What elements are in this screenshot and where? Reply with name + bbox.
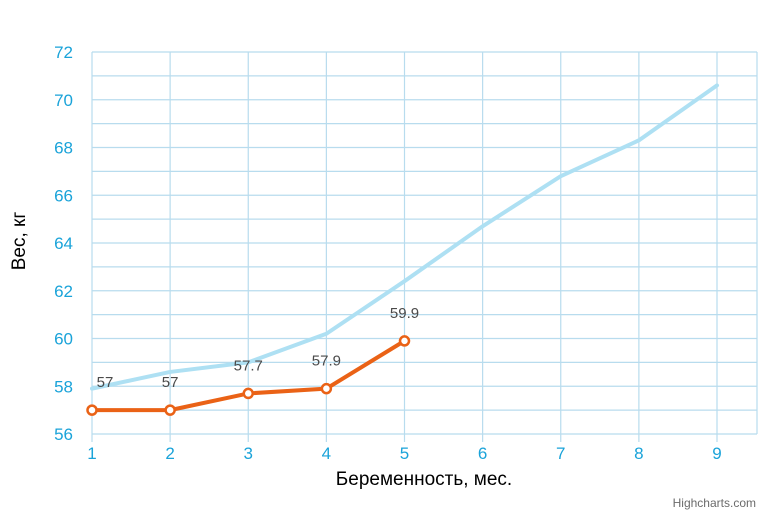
y-axis-tick-labels: 56 58 60 62 64 66 68 70 72: [54, 43, 73, 444]
credits-link[interactable]: Highcharts.com: [673, 496, 756, 510]
x-axis-tick-labels: 1 2 3 4 5 6 7 8 9: [87, 444, 721, 463]
data-point[interactable]: [164, 404, 176, 416]
x-axis-title: Беременность, мес.: [336, 469, 512, 490]
data-label: 57: [162, 374, 179, 391]
data-point[interactable]: [320, 382, 333, 395]
y-tick-label: 58: [54, 377, 73, 396]
data-label: 59.9: [390, 305, 419, 322]
x-tick-label: 3: [244, 444, 253, 463]
y-tick-label: 64: [54, 234, 73, 253]
y-tick-label: 62: [54, 282, 73, 301]
data-label: 57.7: [234, 357, 263, 374]
series-line-reference: [90, 83, 719, 391]
y-tick-label: 68: [54, 139, 73, 158]
y-tick-label: 56: [54, 425, 73, 444]
data-point[interactable]: [86, 404, 98, 416]
grid: [91, 51, 758, 442]
x-tick-label: 2: [165, 444, 174, 463]
data-point[interactable]: [398, 335, 411, 347]
x-tick-label: 9: [712, 444, 721, 463]
data-point[interactable]: [242, 387, 254, 400]
y-tick-label: 72: [54, 43, 73, 62]
y-tick-label: 66: [54, 186, 73, 205]
x-tick-label: 8: [634, 444, 643, 463]
y-tick-label: 60: [54, 330, 73, 349]
series: [86, 83, 719, 416]
x-tick-label: 6: [478, 444, 487, 463]
x-tick-label: 7: [556, 444, 565, 463]
x-tick-label: 4: [322, 444, 331, 463]
x-tick-label: 1: [87, 444, 96, 463]
data-label: 57: [97, 374, 114, 391]
x-tick-label: 5: [400, 444, 409, 463]
data-labels: 57 57 57.7 57.9 59.9: [97, 305, 419, 391]
data-label: 57.9: [312, 353, 341, 370]
y-axis-title: Вес, кг: [9, 212, 30, 271]
y-tick-label: 70: [54, 91, 73, 110]
